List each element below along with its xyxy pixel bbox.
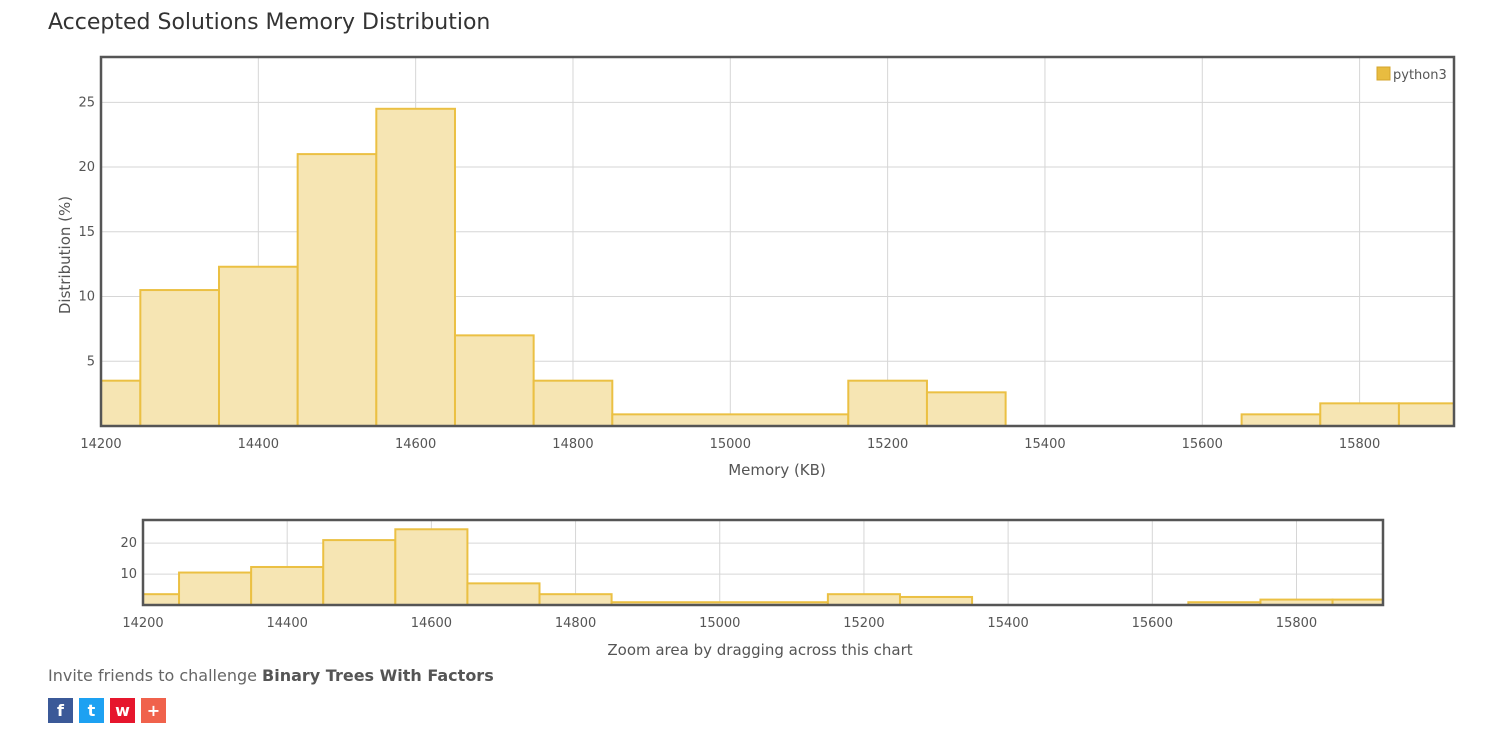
weibo-share-button[interactable]: w bbox=[110, 698, 135, 723]
x-tick-label: 14400 bbox=[238, 437, 279, 452]
invite-text: Invite friends to challenge Binary Trees… bbox=[48, 666, 494, 685]
histogram-bar bbox=[322, 539, 397, 606]
x-tick-label: 15200 bbox=[843, 616, 884, 631]
invite-problem-name: Binary Trees With Factors bbox=[262, 666, 494, 685]
y-tick-label: 20 bbox=[78, 160, 95, 175]
plot-frame bbox=[141, 518, 1385, 607]
histogram-bar bbox=[100, 379, 142, 427]
histogram-bar bbox=[826, 593, 901, 607]
x-tick-label: 14200 bbox=[122, 616, 163, 631]
histogram-bar bbox=[250, 565, 325, 606]
invite-prefix: Invite friends to challenge bbox=[48, 666, 263, 685]
plot-frame bbox=[99, 55, 1456, 428]
y-tick-label: 10 bbox=[78, 290, 95, 305]
histogram-bar bbox=[1240, 413, 1322, 428]
x-tick-label: 15800 bbox=[1339, 437, 1380, 452]
y-tick-label: 10 bbox=[120, 567, 137, 582]
histogram-bar bbox=[466, 582, 541, 607]
x-tick-label: 14600 bbox=[395, 437, 436, 452]
plus-icon: + bbox=[146, 701, 161, 720]
histogram-bar bbox=[139, 289, 220, 428]
histogram-bar bbox=[532, 379, 614, 427]
x-tick-label: 14600 bbox=[411, 616, 452, 631]
y-tick-label: 15 bbox=[78, 225, 95, 240]
x-tick-label: 15400 bbox=[1024, 437, 1065, 452]
histogram-bar bbox=[611, 413, 850, 428]
overview-histogram[interactable]: 14200 14400 14600 14800 15000 15200 15400 15600… bbox=[120, 518, 1385, 631]
legend-label: python3 bbox=[1393, 68, 1447, 83]
histogram-bar bbox=[847, 379, 928, 427]
histogram-bar bbox=[1397, 402, 1455, 427]
x-tick-label: 14800 bbox=[555, 616, 596, 631]
x-tick-label: 14200 bbox=[80, 437, 121, 452]
y-tick-label: 20 bbox=[120, 536, 137, 551]
share-buttons: f t w + bbox=[48, 698, 166, 723]
more-share-button[interactable]: + bbox=[141, 698, 166, 723]
twitter-icon: t bbox=[87, 701, 96, 720]
histogram-bar bbox=[925, 391, 1007, 428]
histogram-bar bbox=[538, 593, 613, 607]
histogram-bar bbox=[178, 571, 253, 607]
histogram-bar bbox=[1319, 402, 1400, 427]
legend-swatch bbox=[1376, 66, 1391, 81]
x-tick-label: 15600 bbox=[1182, 437, 1223, 452]
y-axis-label: Distribution (%) bbox=[56, 196, 74, 314]
x-tick-label: 15000 bbox=[710, 437, 751, 452]
histogram-bar bbox=[375, 107, 456, 428]
x-tick-label: 15400 bbox=[987, 616, 1028, 631]
histogram-bar bbox=[453, 334, 535, 427]
x-tick-label: 15600 bbox=[1132, 616, 1173, 631]
histogram-bar bbox=[394, 528, 469, 606]
zoom-hint: Zoom area by dragging across this chart bbox=[607, 641, 912, 659]
weibo-icon: w bbox=[115, 701, 130, 720]
x-tick-label: 14800 bbox=[552, 437, 593, 452]
facebook-share-button[interactable]: f bbox=[48, 698, 73, 723]
twitter-share-button[interactable]: t bbox=[79, 698, 104, 723]
x-tick-label: 15800 bbox=[1276, 616, 1317, 631]
histogram-bar bbox=[296, 153, 378, 428]
y-tick-label: 25 bbox=[78, 95, 95, 110]
x-axis-label: Memory (KB) bbox=[728, 461, 826, 479]
histogram-bar bbox=[217, 265, 299, 427]
page-title: Accepted Solutions Memory Distribution bbox=[48, 10, 491, 35]
x-tick-label: 15200 bbox=[867, 437, 908, 452]
x-tick-label: 15000 bbox=[699, 616, 740, 631]
main-histogram[interactable]: 14200 14400 14600 14800 15000 15200 15400 15600… bbox=[56, 55, 1456, 479]
legend: python3 bbox=[1376, 66, 1447, 83]
y-tick-label: 5 bbox=[87, 354, 95, 369]
histogram-bar bbox=[142, 593, 181, 607]
facebook-icon: f bbox=[57, 701, 64, 720]
x-tick-label: 14400 bbox=[267, 616, 308, 631]
